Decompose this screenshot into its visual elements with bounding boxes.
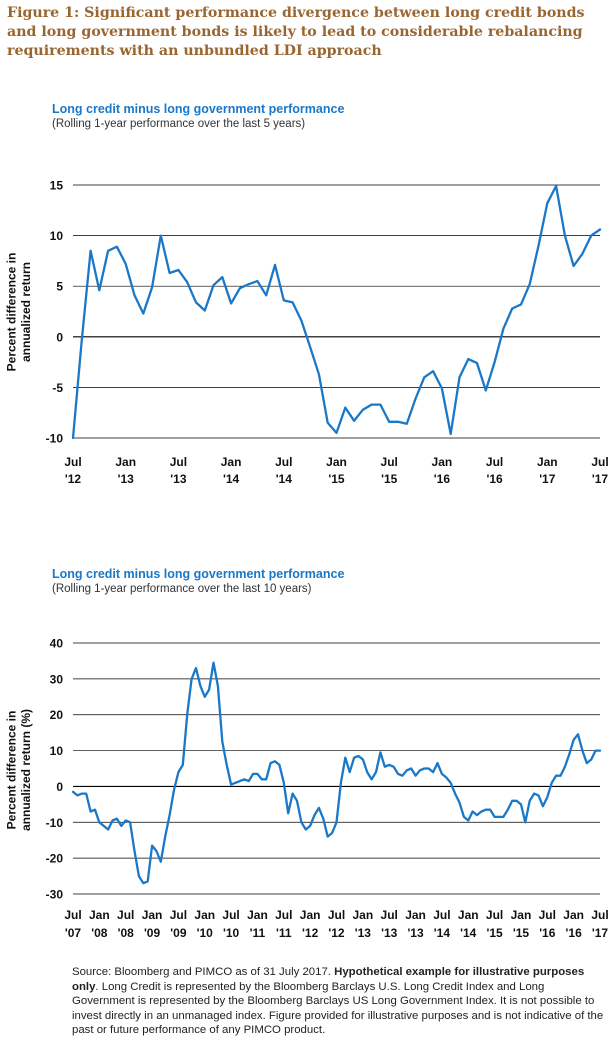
chart1-xtick-year: '13 <box>118 472 135 486</box>
chart2-xtick-year: '17 <box>592 926 609 940</box>
chart1-ytick-label: 0 <box>56 330 63 344</box>
chart2-ytick-label: 30 <box>50 672 64 686</box>
chart1-xtick-month: Jul <box>591 455 608 469</box>
chart2-ytick-label: -30 <box>46 888 64 902</box>
chart2-xtick-month: Jan <box>458 908 479 922</box>
chart2-xtick-month: Jul <box>222 908 239 922</box>
chart1-subtitle: (Rolling 1-year performance over the las… <box>52 118 306 130</box>
chart1-ytick-label: -5 <box>52 381 63 395</box>
chart1-ytick-label: -10 <box>46 432 64 446</box>
chart2-xtick-year: '11 <box>276 926 292 940</box>
chart2-title: Long credit minus long government perfor… <box>52 567 345 581</box>
chart2-xtick-month: Jul <box>381 908 398 922</box>
chart2-series-line <box>71 661 602 885</box>
chart1-xtick-month: Jul <box>170 455 187 469</box>
chart2-ytick-label: -20 <box>46 852 64 866</box>
chart2-xtick-year: '13 <box>355 926 372 940</box>
chart2-ylabel: Percent difference inannualized return (… <box>4 709 32 831</box>
chart2-ytick-label: 20 <box>50 708 64 722</box>
chart1-xtick-month: Jan <box>432 455 453 469</box>
chart1-xtick-month: Jan <box>537 455 558 469</box>
chart2-xtick-year: '13 <box>381 926 398 940</box>
chart2-xtick-year: '09 <box>170 926 187 940</box>
chart2-xtick-year: '12 <box>302 926 319 940</box>
chart2-xtick-month: Jan <box>300 908 321 922</box>
chart2-xtick-month: Jul <box>275 908 292 922</box>
chart1-title: Long credit minus long government perfor… <box>52 102 345 116</box>
chart1: 15 10 5 0 -5 -10 Percent difference inannualiz… <box>4 179 609 487</box>
chart2-ytick-label: 40 <box>50 637 64 651</box>
chart2-xtick-year: '07 <box>65 926 82 940</box>
chart2-xtick-month: Jan <box>511 908 532 922</box>
chart1-ylabel: Percent difference inannualized return <box>4 253 32 372</box>
chart2-xtick-year: '13 <box>407 926 424 940</box>
chart2-xtick-year: '08 <box>91 926 108 940</box>
chart2-xtick-year: '12 <box>328 926 345 940</box>
chart2-xtick-year: '16 <box>539 926 556 940</box>
chart1-xtick-month: Jan <box>221 455 242 469</box>
chart2-xtick-year: '14 <box>460 926 477 940</box>
chart2-xtick-year: '14 <box>434 926 451 940</box>
chart1-header: Long credit minus long government perfor… <box>52 101 592 132</box>
chart2-xtick-month: Jan <box>194 908 215 922</box>
chart1-xtick-year: '14 <box>276 472 293 486</box>
chart1-xtick-year: '15 <box>328 472 345 486</box>
chart1-xtick-month: Jan <box>115 455 136 469</box>
chart2: 40 30 20 10 0 -10 -20 -30 Percent difference ina… <box>4 637 609 941</box>
chart1-ytick-label: 15 <box>50 179 64 193</box>
chart2-xtick-month: Jul <box>117 908 134 922</box>
chart1-xtick-year: '12 <box>65 472 82 486</box>
chart1-xtick-month: Jan <box>326 455 347 469</box>
chart2-xtick-year: '10 <box>223 926 240 940</box>
chart1-ytick-label: 10 <box>50 229 64 243</box>
chart2-xtick-month: Jul <box>433 908 450 922</box>
source-bold: Hypothetical example for illustrative pu… <box>72 966 585 993</box>
chart2-xtick-month: Jan <box>247 908 268 922</box>
chart2-subtitle: (Rolling 1-year performance over the las… <box>52 583 312 595</box>
chart2-xtick-year: '09 <box>144 926 161 940</box>
chart2-xtick-year: '10 <box>197 926 214 940</box>
chart1-xtick-month: Jul <box>486 455 503 469</box>
chart1-xtick-year: '13 <box>170 472 187 486</box>
source-note: Source: Bloomberg and PIMCO as of 31 Jul… <box>72 965 604 1038</box>
chart2-xtick-month: Jul <box>591 908 608 922</box>
chart2-xtick-month: Jul <box>486 908 503 922</box>
chart1-series-line <box>71 184 602 440</box>
chart1-xtick-month: Jul <box>381 455 398 469</box>
chart2-xtick-year: '15 <box>513 926 530 940</box>
chart2-xtick-month: Jul <box>328 908 345 922</box>
chart2-ytick-label: 0 <box>56 780 63 794</box>
chart1-xtick-month: Jul <box>275 455 292 469</box>
chart2-xtick-month: Jan <box>142 908 163 922</box>
chart1-xtick-year: '16 <box>434 472 451 486</box>
chart2-header: Long credit minus long government perfor… <box>52 566 592 597</box>
source-prefix: Source: Bloomberg and PIMCO as of 31 Jul… <box>72 966 335 978</box>
chart2-xtick-year: '08 <box>118 926 135 940</box>
chart2-xtick-month: Jan <box>563 908 584 922</box>
chart1-xtick-year: '16 <box>486 472 503 486</box>
chart1-ytick-label: 5 <box>56 280 63 294</box>
chart1-xtick-year: '14 <box>223 472 240 486</box>
chart2-xtick-month: Jul <box>170 908 187 922</box>
figure-title: Figure 1: Significant performance diverg… <box>7 5 585 59</box>
chart2-xtick-year: '16 <box>566 926 583 940</box>
chart2-xtick-month: Jan <box>353 908 374 922</box>
chart2-xtick-year: '15 <box>486 926 503 940</box>
chart2-ytick-label: 10 <box>50 744 64 758</box>
chart1-xtick-year: '17 <box>592 472 609 486</box>
chart2-ytick-label: -10 <box>46 816 64 830</box>
chart1-xtick-year: '15 <box>381 472 398 486</box>
chart2-xtick-month: Jul <box>64 908 81 922</box>
chart2-xtick-month: Jul <box>539 908 556 922</box>
chart2-xtick-month: Jan <box>405 908 426 922</box>
chart2-xtick-year: '11 <box>250 926 266 940</box>
chart1-xtick-year: '17 <box>539 472 556 486</box>
source-rest: . Long Credit is represented by the Bloo… <box>72 980 604 1037</box>
chart1-xtick-month: Jul <box>64 455 81 469</box>
chart2-xtick-month: Jan <box>89 908 110 922</box>
